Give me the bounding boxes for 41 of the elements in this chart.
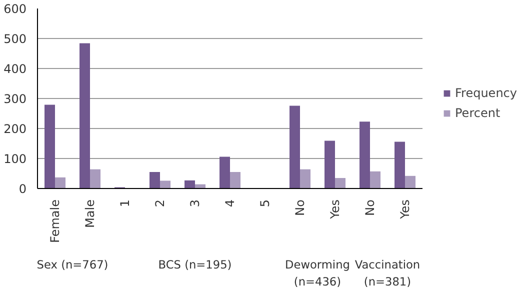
y-tick-label: 0 (18, 182, 27, 196)
text: BCS (n=195) (158, 258, 232, 272)
legend-label: Percent (455, 106, 500, 120)
text: Deworming (n=436) (285, 258, 350, 288)
x-tick-label: Female (48, 200, 62, 243)
bar (290, 106, 300, 188)
text: Vaccination (n=381) (354, 258, 420, 288)
x-tick-label: No (293, 199, 307, 216)
x-tick-label: 4 (223, 199, 237, 208)
bar (324, 140, 335, 188)
x-tick-label: 2 (153, 199, 167, 208)
y-tick-label: 600 (4, 2, 26, 16)
x-tick-label: 5 (258, 199, 272, 208)
bar (160, 180, 170, 188)
bar (55, 177, 66, 188)
bar (150, 172, 160, 188)
text: Sex (n=767) (36, 258, 108, 272)
x-tick-label: No (363, 199, 377, 216)
y-tick-label: 300 (4, 92, 26, 106)
y-tick-label: 200 (4, 122, 26, 136)
x-tick-label: Yes (328, 199, 342, 220)
y-tick-label: 100 (4, 152, 26, 166)
bar (405, 176, 416, 188)
bar (90, 169, 100, 188)
bar (80, 43, 90, 188)
bar (230, 172, 240, 188)
x-tick-label: Yes (398, 199, 412, 220)
bar (184, 180, 195, 188)
y-tick-label: 500 (4, 32, 26, 46)
bar (220, 156, 230, 188)
bar (335, 178, 346, 188)
x-tick-label: 1 (118, 199, 132, 208)
bar (360, 122, 370, 188)
bar (300, 169, 310, 188)
x-tick-label: 3 (188, 199, 202, 208)
y-tick-label: 400 (4, 62, 26, 76)
bar (370, 171, 380, 188)
bar (394, 142, 405, 188)
legend-label: Frequency (455, 86, 517, 100)
x-tick-label: Male (83, 199, 97, 228)
bar (44, 104, 55, 188)
